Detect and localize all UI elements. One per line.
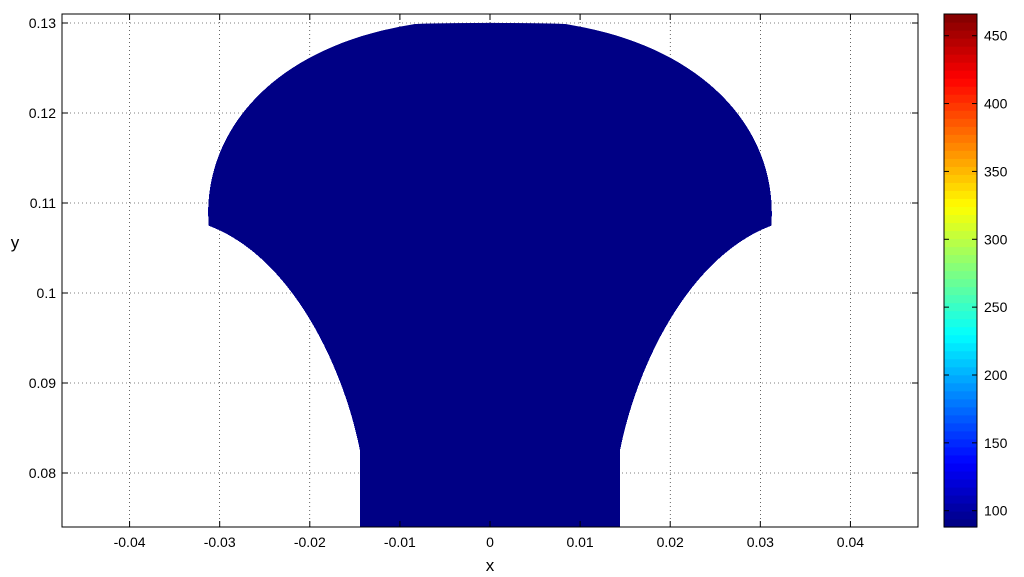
colorbar-tick-label: 200 [984, 367, 1008, 383]
x-tick-label: 0 [486, 534, 494, 550]
y-tick-label: 0.12 [29, 105, 56, 121]
colorbar-level [944, 334, 977, 344]
y-tick-label: 0.13 [29, 15, 56, 31]
colorbar-level [944, 510, 977, 520]
colorbar-level [944, 14, 977, 23]
colorbar-level [944, 166, 977, 175]
colorbar-level [944, 390, 977, 400]
colorbar-level [944, 238, 977, 248]
colorbar-level [944, 158, 977, 167]
colorbar-level [944, 230, 977, 240]
colorbar-level [944, 222, 977, 232]
colorbar-level [944, 38, 977, 47]
colorbar-level [944, 406, 977, 416]
colorbar-level [944, 318, 977, 328]
colorbar-level [944, 310, 977, 320]
colorbar-level [944, 134, 977, 143]
x-tick-label: 0.01 [566, 534, 593, 550]
x-tick-label: -0.02 [294, 534, 326, 550]
colorbar-level [944, 486, 977, 496]
colorbar-level [944, 86, 977, 95]
colorbar-level [944, 94, 977, 103]
colorbar-level [944, 398, 977, 408]
y-tick-label: 0.1 [37, 285, 57, 301]
colorbar-level [944, 62, 977, 71]
colorbar-level [944, 118, 977, 127]
colorbar-level [944, 414, 977, 424]
colorbar-level [944, 366, 977, 376]
colorbar-level [944, 206, 977, 215]
colorbar-level [944, 214, 977, 224]
colorbar-level [944, 182, 977, 191]
x-tick-label: 0.04 [837, 534, 864, 550]
colorbar-level [944, 422, 977, 432]
colorbar-level [944, 174, 977, 183]
colorbar-level [944, 326, 977, 336]
colorbar-level [944, 342, 977, 352]
colorbar-tick-label: 450 [984, 28, 1008, 44]
colorbar-level [944, 102, 977, 111]
colorbar-tick-label: 250 [984, 299, 1008, 315]
colorbar-level [944, 78, 977, 87]
y-tick-label: 0.09 [29, 375, 56, 391]
colorbar-level [944, 494, 977, 504]
x-tick-label: -0.03 [204, 534, 236, 550]
x-tick-label: 0.03 [747, 534, 774, 550]
colorbar-tick-label: 350 [984, 163, 1008, 179]
y-tick-label: 0.08 [29, 465, 56, 481]
temperature-band [208, 526, 772, 527]
colorbar-level [944, 470, 977, 480]
x-axis-label: x [486, 556, 495, 575]
y-axis-label: y [11, 233, 20, 252]
colorbar-level [944, 150, 977, 159]
colorbar-tick-label: 150 [984, 435, 1008, 451]
colorbar-frame [943, 13, 978, 528]
colorbar-tick-label: 400 [984, 96, 1008, 112]
colorbar-level [944, 302, 977, 312]
y-axis: 0.08 0.09 0.1 0.11 0.12 0.13 [29, 15, 918, 481]
colorbar-level [944, 502, 977, 512]
colorbar-level [944, 54, 977, 63]
colorbar-level [944, 462, 977, 472]
colorbar-level [944, 382, 977, 392]
colorbar-level [944, 438, 977, 448]
colorbar-level [944, 70, 977, 79]
colorbar-level [944, 454, 977, 464]
colorbar-level [944, 254, 977, 264]
colorbar-level [944, 46, 977, 55]
colorbar-tick-label: 100 [984, 503, 1008, 519]
colorbar-level [944, 126, 977, 135]
x-tick-label: -0.04 [114, 534, 146, 550]
colorbar-level [944, 478, 977, 488]
colorbar-level [944, 518, 977, 528]
y-tick-label: 0.11 [30, 195, 56, 211]
colorbar-level [944, 142, 977, 151]
colorbar-tick-label: 300 [984, 231, 1008, 247]
colorbar-level [944, 350, 977, 360]
colorbar-level [944, 270, 977, 280]
colorbar-level [944, 198, 977, 207]
colorbar-level [944, 294, 977, 304]
colorbar-level [944, 374, 977, 384]
x-axis: -0.04 -0.03 -0.02 -0.01 0 0.01 0.02 0.03 0.04 [114, 14, 864, 550]
colorbar-level [944, 246, 977, 256]
x-tick-label: 0.02 [657, 534, 684, 550]
colorbar-axis: 100 150 200 250 300 350 400 450 [944, 28, 1008, 519]
colorbar-level [944, 446, 977, 456]
colorbar-level [944, 110, 977, 119]
colorbar-level [944, 190, 977, 199]
colorbar-level [944, 278, 977, 288]
colorbar-level [944, 22, 977, 31]
colorbar-level [944, 430, 977, 440]
colorbar-level [944, 358, 977, 368]
x-tick-label: -0.01 [384, 534, 416, 550]
colorbar-level [944, 30, 977, 39]
colorbar-level [944, 262, 977, 272]
colorbar [944, 14, 977, 528]
colorbar-level [944, 286, 977, 296]
